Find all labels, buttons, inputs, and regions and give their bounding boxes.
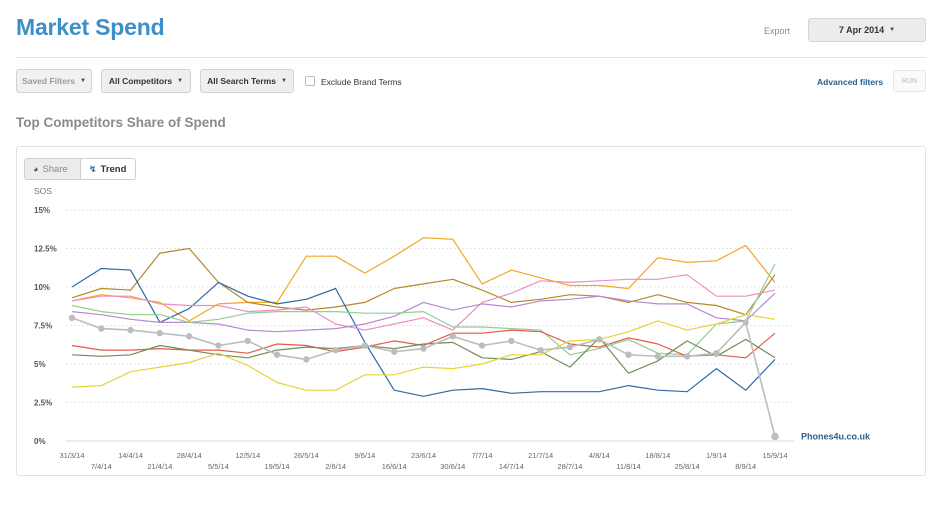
y-tick-label: 12.5% [34,245,57,254]
data-point[interactable] [596,336,603,343]
trend-toggle-label: Trend [100,163,127,175]
y-tick-label: 5% [34,360,46,369]
x-tick-label: 30/6/14 [440,462,465,471]
data-point[interactable] [683,353,691,360]
x-tick-label: 7/4/14 [91,462,112,471]
y-tick-label: 2.5% [34,399,52,408]
series-line[interactable] [71,317,776,437]
caret-down-icon: ▼ [280,78,287,84]
data-point[interactable] [127,326,134,334]
data-point[interactable] [98,325,105,332]
data-point[interactable] [537,346,544,354]
x-tick-label: 8/9/14 [735,462,756,471]
x-tick-label: 26/5/14 [294,451,319,460]
exclude-brand-label: Exclude Brand Terms [321,77,402,87]
advanced-filters-link[interactable]: Advanced filters [817,77,884,87]
x-tick-label: 21/4/14 [147,462,172,471]
data-point[interactable] [68,314,76,321]
run-button[interactable]: RUN [893,70,926,92]
saved-filters-label: Saved Filters [22,76,75,86]
x-tick-label: 11/8/14 [616,462,640,471]
y-axis-label: SOS [34,186,52,196]
data-point[interactable] [273,351,281,358]
export-link[interactable]: Export [764,26,791,36]
data-point[interactable] [303,356,310,363]
series-line[interactable] [71,337,776,374]
x-tick-label: 1/9/14 [706,451,727,460]
caret-down-icon: ▼ [177,78,184,84]
series-line[interactable] [71,267,776,397]
caret-down-icon: ▼ [79,78,86,84]
share-toggle[interactable]: ◕ Share [25,159,81,179]
data-point[interactable] [391,348,398,355]
y-tick-label: 7.5% [34,322,52,331]
data-point[interactable] [449,333,456,340]
data-point[interactable] [625,351,632,358]
x-tick-label: 4/8/14 [589,451,610,460]
chart-panel [16,146,926,476]
view-toggle: ◕ Share ↯ Trend [24,158,136,180]
x-tick-label: 25/8/14 [675,462,700,471]
search-terms-label: All Search Terms [207,76,276,86]
trend-icon: ↯ [89,163,97,174]
data-point[interactable] [508,337,515,345]
y-tick-label: 0% [34,437,46,446]
data-point[interactable] [361,342,369,349]
series-line[interactable] [71,274,776,331]
data-point[interactable] [654,353,662,360]
search-terms-dropdown[interactable]: All Search Terms ▼ [200,69,294,93]
x-tick-label: 9/6/14 [354,451,375,460]
x-tick-label: 5/5/14 [208,462,229,471]
x-tick-label: 14/4/14 [118,451,143,460]
page-title: Market Spend [16,14,165,40]
x-tick-label: 7/7/14 [472,451,493,460]
data-point[interactable] [215,342,222,349]
series-line[interactable] [71,292,776,333]
series-annotation: Phones4u.co.uk [801,431,871,441]
x-tick-label: 15/9/14 [762,451,787,460]
x-tick-label: 2/6/14 [325,462,346,471]
x-tick-label: 18/8/14 [645,451,670,460]
data-point[interactable] [332,346,339,354]
series-line[interactable] [71,237,776,322]
data-point[interactable] [185,333,193,340]
x-tick-label: 31/3/14 [59,451,84,460]
x-tick-label: 16/6/14 [382,462,407,471]
exclude-brand-checkbox[interactable] [305,76,315,86]
data-point[interactable] [244,337,251,345]
series-line[interactable] [71,247,776,316]
share-toggle-label: Share [42,163,68,175]
data-point[interactable] [478,342,486,349]
x-tick-label: 28/7/14 [557,462,582,471]
caret-down-icon: ▼ [889,27,896,33]
trend-toggle[interactable]: ↯ Trend [81,159,135,179]
saved-filters-dropdown[interactable]: Saved Filters ▼ [16,69,92,93]
x-tick-label: 12/5/14 [235,451,260,460]
data-point[interactable] [156,330,164,337]
x-tick-label: 23/6/14 [411,451,436,460]
x-tick-label: 28/4/14 [177,451,202,460]
data-point[interactable] [713,350,720,357]
x-tick-label: 19/5/14 [265,462,290,471]
competitors-label: All Competitors [108,76,173,86]
data-point[interactable] [742,319,749,326]
section-title: Top Competitors Share of Spend [16,115,226,130]
x-tick-label: 21/7/14 [528,451,553,460]
series-line[interactable] [71,314,776,391]
date-value: 7 Apr 2014 [838,25,885,35]
date-picker-button[interactable]: 7 Apr 2014 ▼ [808,18,926,42]
header-divider [16,57,926,58]
competitors-dropdown[interactable]: All Competitors ▼ [101,69,191,93]
data-point[interactable] [771,432,779,441]
pie-chart-icon: ◕ [33,164,39,174]
y-tick-label: 15% [34,206,50,215]
x-tick-label: 14/7/14 [499,462,524,471]
data-point[interactable] [566,343,574,351]
y-tick-label: 10% [34,283,50,292]
data-point[interactable] [420,345,427,352]
